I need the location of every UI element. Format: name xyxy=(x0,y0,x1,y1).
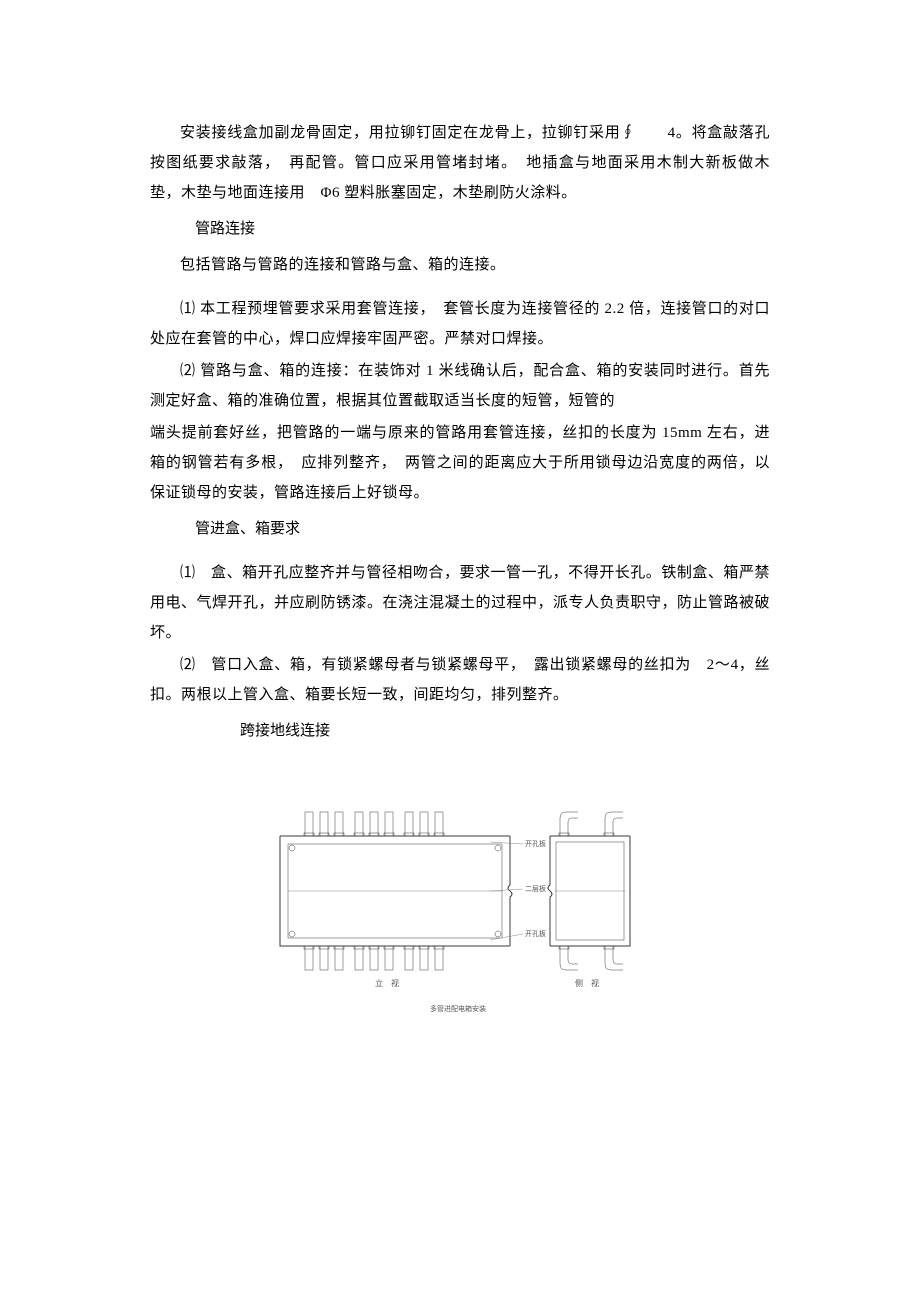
svg-text:开孔板: 开孔板 xyxy=(525,839,546,848)
svg-text:开孔板: 开孔板 xyxy=(525,929,546,938)
diagram-container: 开孔板二层板开孔板立 视侧 视多管进配电箱安装 xyxy=(150,796,770,1021)
svg-text:立 视: 立 视 xyxy=(375,978,399,988)
para-3: ⑴ 本工程预埋管要求采用套管连接， 套管长度为连接管径的 2.2 倍，连接管口的… xyxy=(150,294,770,354)
svg-text:多管进配电箱安装: 多管进配电箱安装 xyxy=(430,1004,486,1013)
svg-text:侧 视: 侧 视 xyxy=(575,978,599,988)
para-4: ⑵ 管路与盒、箱的连接：在装饰对 1 米线确认后，配合盒、箱的安装同时进行。首先… xyxy=(150,356,770,416)
heading-3: 跨接地线连接 xyxy=(150,716,770,746)
para-1: 安装接线盒加副龙骨固定，用拉铆钉固定在龙骨上，拉铆钉采用∮ 4。将盒敲落孔按图纸… xyxy=(150,118,770,208)
svg-text:二层板: 二层板 xyxy=(525,884,546,893)
para-7: ⑵ 管口入盒、箱，有锁紧螺母者与锁紧螺母平， 露出锁紧螺母的丝扣为 2～4，丝扣… xyxy=(150,650,770,710)
heading-1: 管路连接 xyxy=(150,214,770,244)
electrical-box-diagram: 开孔板二层板开孔板立 视侧 视多管进配电箱安装 xyxy=(260,796,660,1021)
document-body: 安装接线盒加副龙骨固定，用拉铆钉固定在龙骨上，拉铆钉采用∮ 4。将盒敲落孔按图纸… xyxy=(150,118,770,1021)
heading-2: 管进盒、箱要求 xyxy=(150,514,770,544)
para-6: ⑴ 盒、箱开孔应整齐并与管径相吻合，要求一管一孔，不得开长孔。铁制盒、箱严禁用电… xyxy=(150,558,770,648)
para-5: 端头提前套好丝，把管路的一端与原来的管路用套管连接，丝扣的长度为 15mm 左右… xyxy=(150,418,770,508)
para-2: 包括管路与管路的连接和管路与盒、箱的连接。 xyxy=(150,250,770,280)
